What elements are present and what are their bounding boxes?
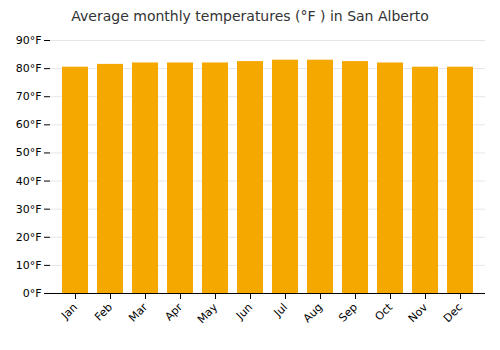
html-text:Average monthly temperatures (: Average monthly temperatures (°F ) in Sa… [71, 8, 429, 24]
svg-text:Jul: Jul [271, 301, 290, 320]
svg-text:80°F: 80°F [16, 62, 42, 75]
svg-text:Oct: Oct [372, 300, 395, 323]
svg-text:50°F: 50°F [16, 146, 42, 159]
svg-text:Jan: Jan [58, 301, 80, 323]
svg-text:Dec: Dec [441, 301, 465, 325]
svg-text:20°F: 20°F [16, 231, 42, 244]
svg-text:10°F: 10°F [16, 259, 42, 272]
svg-text:Sep: Sep [336, 301, 360, 325]
svg-text:90°F: 90°F [16, 34, 42, 47]
svg-text:Apr: Apr [162, 300, 185, 323]
svg-text:60°F: 60°F [16, 118, 42, 131]
svg-text:Nov: Nov [406, 300, 431, 325]
svg-text:0°F: 0°F [23, 287, 42, 300]
svg-text:40°F: 40°F [16, 175, 42, 188]
svg-text:Mar: Mar [126, 300, 150, 324]
svg-text:Jun: Jun [233, 301, 255, 323]
svg-text:30°F: 30°F [16, 203, 42, 216]
svg-text:Feb: Feb [92, 301, 115, 324]
svg-text:Aug: Aug [301, 301, 325, 325]
svg-text:May: May [195, 300, 221, 326]
svg-text:70°F: 70°F [16, 90, 42, 103]
